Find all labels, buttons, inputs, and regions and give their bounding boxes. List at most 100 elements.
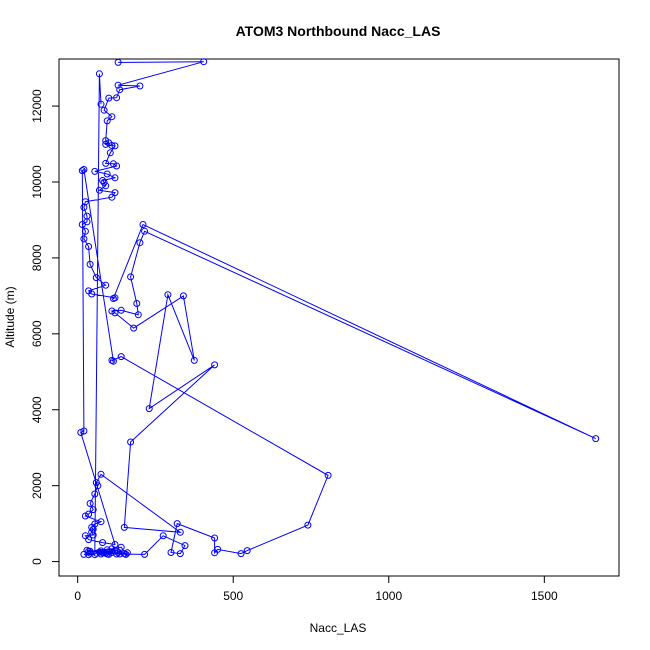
data-point	[123, 549, 131, 557]
data-point	[211, 361, 219, 369]
data-point	[592, 435, 600, 443]
data-point	[141, 550, 149, 558]
y-tick-label: 6000	[30, 320, 44, 347]
data-point	[114, 81, 122, 89]
data-point	[116, 86, 124, 94]
data-point	[113, 550, 121, 558]
data-point	[78, 221, 86, 228]
data-point	[130, 324, 138, 332]
data-point	[102, 281, 110, 289]
data-point	[200, 58, 208, 66]
data-point	[80, 235, 88, 243]
data-point	[176, 550, 184, 558]
x-axis: 0 500 1000 1500	[74, 575, 558, 603]
data-point	[106, 149, 114, 157]
data-point	[176, 528, 184, 536]
y-tick-label: 12000	[30, 89, 44, 123]
data-point	[88, 523, 96, 531]
data-point	[173, 520, 181, 528]
data-point	[324, 471, 332, 479]
x-tick-label: 0	[74, 589, 81, 603]
data-point	[113, 162, 121, 170]
data-point	[95, 70, 103, 78]
series-line	[80, 61, 596, 556]
data-point	[237, 550, 245, 558]
data-point	[94, 482, 102, 490]
data-point	[91, 490, 99, 498]
y-tick-label: 4000	[30, 396, 44, 423]
data-point	[145, 405, 153, 413]
data-point	[190, 356, 198, 364]
data-point	[89, 531, 97, 539]
y-axis-label: Altitude (m)	[3, 286, 17, 347]
data-point	[99, 539, 107, 547]
data-point	[136, 82, 144, 90]
data-point	[92, 274, 100, 282]
data-point	[100, 549, 108, 557]
data-point	[95, 186, 103, 194]
data-point	[86, 500, 94, 507]
data-point	[243, 547, 251, 555]
data-point	[117, 543, 125, 551]
data-point	[108, 193, 116, 201]
x-tick-label: 1500	[531, 589, 558, 603]
data-point	[117, 353, 125, 361]
data-point	[181, 542, 189, 550]
data-point	[211, 549, 219, 557]
data-point	[117, 306, 125, 314]
data-point	[81, 227, 89, 235]
data-point	[78, 167, 86, 175]
y-tick-label: 2000	[30, 472, 44, 499]
data-point	[103, 170, 111, 178]
data-point	[179, 292, 187, 300]
data-point	[111, 142, 119, 150]
data-point	[111, 309, 119, 317]
data-point	[133, 300, 141, 307]
data-point	[159, 532, 167, 540]
data-point	[86, 547, 94, 555]
data-point	[100, 106, 108, 114]
data-point	[105, 548, 113, 556]
x-tick-label: 500	[223, 589, 243, 603]
data-point	[139, 221, 147, 228]
data-point	[122, 550, 130, 558]
data-point	[108, 113, 116, 121]
data-point	[81, 512, 89, 520]
data-point	[80, 427, 88, 435]
x-tick-label: 1000	[375, 589, 402, 603]
series-layer	[77, 58, 600, 559]
data-point	[167, 549, 175, 556]
data-point	[108, 356, 116, 364]
data-point	[113, 94, 121, 102]
data-point	[102, 182, 110, 190]
data-point	[127, 438, 135, 446]
data-point	[127, 273, 135, 281]
data-point	[211, 534, 219, 542]
data-point	[89, 506, 97, 514]
data-point	[304, 521, 312, 529]
chart-title: ATOM3 Northbound Nacc_LAS	[236, 23, 441, 39]
data-point	[85, 536, 93, 544]
y-tick-label: 8000	[30, 244, 44, 271]
data-point	[97, 470, 105, 478]
data-point	[99, 177, 107, 184]
y-tick-label: 0	[30, 558, 44, 565]
data-point	[80, 203, 88, 211]
data-point	[97, 100, 105, 108]
data-point	[105, 94, 113, 102]
data-point	[120, 523, 128, 531]
data-point	[85, 243, 93, 250]
data-point	[134, 311, 142, 319]
data-point	[105, 550, 113, 558]
data-point	[109, 295, 117, 302]
data-point	[80, 550, 88, 558]
data-point	[100, 178, 108, 186]
data-point	[80, 166, 88, 173]
data-point	[111, 174, 119, 182]
data-point	[114, 58, 122, 66]
data-point	[86, 260, 94, 268]
x-axis-label: Nacc_LAS	[310, 621, 367, 635]
y-tick-label: 10000	[30, 165, 44, 199]
data-point	[91, 167, 99, 175]
